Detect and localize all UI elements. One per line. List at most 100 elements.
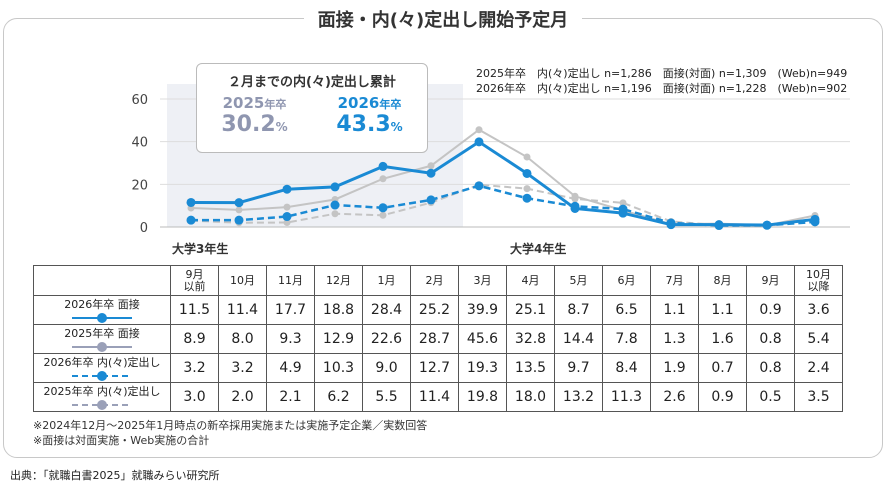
data-point bbox=[523, 185, 531, 193]
data-point bbox=[522, 193, 532, 203]
data-point bbox=[714, 221, 724, 231]
data-value: 5.4 bbox=[794, 324, 843, 354]
data-value: 7.8 bbox=[602, 324, 651, 354]
data-table: 9月 以前 10月 11月 12月 1月 2月 3月 4月 5月 6月 7月 8月 9月 10月 以降 20… bbox=[33, 265, 843, 412]
series-legend: 2025年卒 内(々)定出し bbox=[33, 382, 171, 412]
data-point bbox=[186, 197, 196, 207]
data-point bbox=[426, 195, 436, 205]
series-name: 2025年卒 面接 bbox=[64, 326, 140, 340]
series-line bbox=[191, 184, 816, 227]
data-value: 3.2 bbox=[170, 353, 219, 383]
data-value: 13.2 bbox=[554, 382, 603, 412]
data-point bbox=[426, 168, 436, 178]
data-value: 11.4 bbox=[410, 382, 459, 412]
data-point bbox=[379, 175, 387, 183]
data-value: 11.3 bbox=[602, 382, 651, 412]
y-tick-label: 20 bbox=[131, 178, 148, 193]
data-value: 14.4 bbox=[554, 324, 603, 354]
table-row: 2026年卒 内(々)定出し 3.2 3.2 4.9 10.3 9.0 12.7 19.3 13… bbox=[33, 353, 843, 383]
x-tick-label: 2月 bbox=[410, 265, 459, 296]
suffix: 年卒 bbox=[379, 98, 402, 111]
data-value: 3.2 bbox=[218, 353, 267, 383]
summary-box: ２月までの内(々)定出し累計 2025年卒 30.2% 2026年卒 43.3% bbox=[196, 63, 428, 153]
data-value: 4.9 bbox=[266, 353, 315, 383]
x-tick-label: 8月 bbox=[698, 265, 747, 296]
data-value: 2.6 bbox=[650, 382, 699, 412]
data-value: 2.0 bbox=[218, 382, 267, 412]
data-value: 28.4 bbox=[362, 295, 411, 325]
data-point bbox=[523, 153, 531, 161]
data-point bbox=[378, 161, 388, 171]
data-value: 0.9 bbox=[698, 382, 747, 412]
data-value: 2.1 bbox=[266, 382, 315, 412]
pct-2025: 30.2 bbox=[221, 112, 276, 137]
x-tick-label: 9月 bbox=[746, 265, 795, 296]
series-name: 2026年卒 面接 bbox=[64, 297, 140, 311]
sample-note-2026: 2026年卒 内(々)定出し n=1,196 面接(対面) n=1,228 (W… bbox=[476, 82, 848, 95]
pct-sign: % bbox=[390, 120, 403, 134]
data-value: 45.6 bbox=[458, 324, 507, 354]
data-point bbox=[810, 217, 820, 227]
data-value: 5.5 bbox=[362, 382, 411, 412]
data-value: 18.8 bbox=[314, 295, 363, 325]
x-tick-label: 10月 以降 bbox=[794, 265, 843, 296]
source: 出典：「就職白書2025」就職みらい研究所 bbox=[10, 469, 220, 482]
data-value: 11.4 bbox=[218, 295, 267, 325]
x-tick-label: 1月 bbox=[362, 265, 411, 296]
sample-note-2025: 2025年卒 内(々)定出し n=1,286 面接(対面) n=1,309 (W… bbox=[476, 67, 848, 80]
y-tick-label: 0 bbox=[140, 221, 148, 236]
data-value: 8.9 bbox=[170, 324, 219, 354]
period-label-4th-year: 大学4年生 bbox=[510, 242, 567, 256]
data-value: 0.8 bbox=[746, 324, 795, 354]
data-value: 32.8 bbox=[506, 324, 555, 354]
data-point bbox=[283, 219, 291, 227]
chart-title: 面接・内(々)定出し開始予定月 bbox=[0, 6, 886, 32]
data-value: 12.7 bbox=[410, 353, 459, 383]
data-value: 9.7 bbox=[554, 353, 603, 383]
y-tick-label: 60 bbox=[131, 93, 148, 108]
legend-swatch bbox=[72, 341, 132, 352]
table-row: 2025年卒 面接 8.9 8.0 9.3 12.9 22.6 28.7 45.6 32.8 14… bbox=[33, 324, 843, 354]
title-text: 面接・内(々)定出し開始予定月 bbox=[303, 10, 583, 31]
data-point bbox=[475, 126, 483, 134]
x-tick-label: 9月 以前 bbox=[170, 265, 219, 296]
data-value: 0.5 bbox=[746, 382, 795, 412]
data-value: 2.4 bbox=[794, 353, 843, 383]
data-point bbox=[234, 198, 244, 208]
data-value: 9.3 bbox=[266, 324, 315, 354]
x-tick-label: 5月 bbox=[554, 265, 603, 296]
data-point bbox=[282, 212, 292, 222]
data-point bbox=[378, 203, 388, 213]
data-point bbox=[762, 220, 772, 230]
data-value: 3.6 bbox=[794, 295, 843, 325]
data-value: 3.5 bbox=[794, 382, 843, 412]
data-point bbox=[331, 210, 339, 218]
data-value: 39.9 bbox=[458, 295, 507, 325]
data-value: 8.0 bbox=[218, 324, 267, 354]
series-name: 2026年卒 内(々)定出し bbox=[43, 355, 161, 369]
data-value: 0.9 bbox=[746, 295, 795, 325]
data-point bbox=[330, 200, 340, 210]
period-label-3rd-year: 大学3年生 bbox=[172, 242, 229, 256]
data-point bbox=[570, 201, 580, 211]
data-point bbox=[571, 195, 579, 203]
data-point bbox=[283, 203, 291, 211]
data-value: 28.7 bbox=[410, 324, 459, 354]
x-tick-label: 11月 bbox=[266, 265, 315, 296]
data-point bbox=[522, 168, 532, 178]
data-value: 11.5 bbox=[170, 295, 219, 325]
data-point bbox=[379, 211, 387, 219]
data-value: 1.9 bbox=[650, 353, 699, 383]
data-point bbox=[234, 215, 244, 225]
pct-sign: % bbox=[275, 120, 288, 134]
x-tick-label: 12月 bbox=[314, 265, 363, 296]
data-value: 25.1 bbox=[506, 295, 555, 325]
data-value: 18.0 bbox=[506, 382, 555, 412]
data-value: 22.6 bbox=[362, 324, 411, 354]
corner-cell bbox=[33, 265, 171, 296]
data-value: 12.9 bbox=[314, 324, 363, 354]
data-point bbox=[619, 199, 627, 207]
data-value: 1.1 bbox=[650, 295, 699, 325]
pct-2026: 43.3 bbox=[336, 112, 391, 137]
x-tick-label: 6月 bbox=[602, 265, 651, 296]
